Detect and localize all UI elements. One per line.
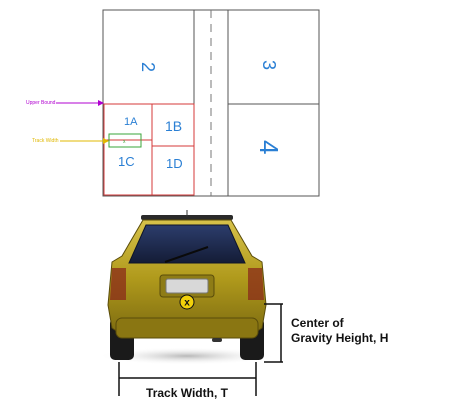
rear-window — [128, 224, 246, 264]
wiper — [164, 246, 209, 263]
zone-4-label: 4 — [254, 140, 284, 154]
roof-rail — [141, 215, 233, 220]
car-shadow — [97, 347, 277, 365]
zone-1b-label: 1B — [165, 118, 182, 134]
license-plate — [165, 278, 209, 294]
plot-diagram: x 2 3 4 1A 1B 1C 1D Upper Bound Track Wi… — [26, 9, 320, 197]
cg-height-dimension: Center of Gravity Height, H — [264, 303, 388, 363]
inner-target-box — [108, 133, 142, 148]
track-width-label: Track Width, T — [146, 386, 229, 400]
zone-3-label: 3 — [259, 60, 279, 70]
cg-marker — [179, 294, 195, 310]
exhaust — [212, 338, 222, 342]
cg-marker-symbol: x — [184, 298, 190, 309]
cg-height-label-line2: Gravity Height, H — [291, 331, 388, 345]
zone-1-outline — [103, 103, 195, 196]
inner-target-mark: x — [123, 139, 126, 145]
zone-1a-label: 1A — [124, 116, 138, 128]
rear-bumper — [115, 317, 259, 339]
car-rear-view: x — [97, 210, 277, 365]
left-tail-light — [110, 268, 126, 300]
zone-1d-label: 1D — [166, 156, 183, 171]
track-width-label: Track Width — [32, 138, 59, 144]
zone-2-label: 2 — [138, 62, 158, 72]
cg-height-label-line1: Center of — [291, 316, 345, 330]
track-width-dimension: Track Width, T — [118, 362, 257, 400]
right-tail-light — [248, 268, 264, 300]
upper-bound-label: Upper Bound — [26, 100, 56, 106]
zone-1c-label: 1C — [118, 154, 135, 169]
